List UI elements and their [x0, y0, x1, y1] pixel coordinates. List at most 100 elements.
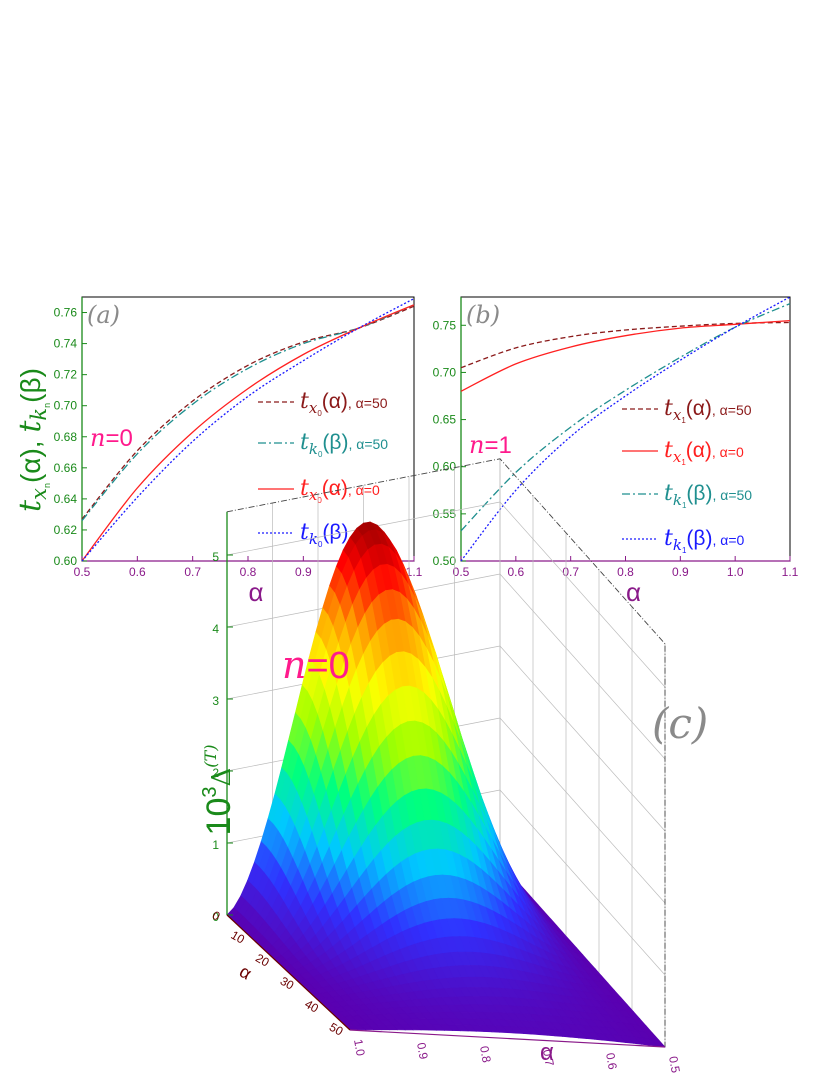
legend-sub-index: 1 — [682, 546, 687, 555]
zlabel-sup: (T) — [201, 745, 220, 768]
depth-axis-line — [226, 914, 351, 1031]
legend-sub-index: 0 — [317, 496, 322, 505]
legend-entry: tx0(α), α=0 — [300, 476, 380, 505]
x-tick-label: 0.5 — [74, 565, 91, 579]
y-tick-label: 0.68 — [54, 430, 78, 444]
box-frame — [226, 458, 666, 1047]
ylabel-t2: t — [13, 420, 48, 433]
n-annotation: n=0 — [90, 424, 133, 452]
x3d-tick-label: 0.9 — [414, 1041, 431, 1060]
ylabel-sub1: n — [42, 483, 52, 488]
legend-sub-symbol: x — [309, 399, 318, 417]
legend-extra: , α=0 — [712, 444, 744, 460]
panel-label: (c) — [652, 699, 708, 748]
x-axis-label: α — [626, 577, 641, 607]
panel-b: 0.5 0.6 0.7 0.8 0.9 1.0 1.1 0.50 0.55 0.60 0.65 0.7… — [433, 296, 799, 607]
x3d-tick-label: 0.8 — [477, 1045, 494, 1064]
legend-sub-index: 1 — [682, 501, 687, 510]
panel-label: (a) — [87, 301, 120, 329]
ylabel-s2: k — [27, 408, 51, 421]
legend-t: t — [300, 389, 309, 414]
y-tick-label: 0.66 — [54, 461, 78, 475]
legend-entry: tk0(β), α=50 — [300, 430, 388, 459]
legend-arg: (β) — [686, 482, 712, 505]
legend-entry: tx0(α), α=50 — [300, 389, 388, 418]
x-tick-label: 0.9 — [672, 565, 689, 579]
n-symbol: n — [469, 431, 484, 459]
x-tick-label: 1.1 — [406, 565, 423, 579]
x-tick-label: 0.6 — [507, 565, 524, 579]
x3d-tick-label: 0.6 — [603, 1052, 620, 1071]
y-tick-label: 0.72 — [54, 368, 78, 382]
legend-arg: (α) — [686, 397, 712, 420]
depth-tick-label: 10 — [229, 928, 248, 947]
x-tick-label: 1.0 — [727, 565, 744, 579]
depth-tick-label: 20 — [253, 951, 272, 970]
ylabel-sub2: n — [42, 403, 52, 408]
wall-grid-line — [499, 717, 666, 904]
x-tick-label: 0.7 — [562, 565, 579, 579]
y-tick-label: 0.76 — [54, 306, 78, 320]
legend-sub-index: 0 — [318, 540, 323, 549]
legend-entry: tk1(β), α=0 — [664, 526, 745, 555]
depth-tick-label: 50 — [327, 1020, 346, 1039]
x3d-tick-label: 0.7 — [540, 1048, 557, 1067]
x-axis-label: α — [248, 577, 263, 607]
x3d-axis-line — [349, 1029, 666, 1048]
zlabel-base: 10 — [200, 798, 238, 836]
depth-axis-label: α — [236, 961, 255, 984]
legend-sub-symbol: k — [673, 536, 682, 554]
legend-arg: (β) — [322, 431, 348, 454]
z-axis-label: 103Δ(T) — [199, 745, 238, 836]
x-tick-label: 0.5 — [453, 565, 470, 579]
x-tick-label: 0.8 — [240, 565, 257, 579]
legend-extra: , α=0 — [348, 482, 380, 498]
legend-t: t — [300, 520, 309, 545]
y-tick-label: 0.75 — [433, 318, 457, 332]
legend-t: t — [664, 438, 673, 463]
depth-tick-label: 40 — [302, 997, 321, 1016]
wall-grid-line — [499, 645, 666, 832]
legend-t: t — [664, 526, 673, 551]
x-tick-label: 0.7 — [184, 565, 201, 579]
legend-sub-index: 0 — [317, 409, 322, 418]
y-tick-label: 0.74 — [54, 337, 78, 351]
wall-grid-line — [499, 789, 666, 976]
x3d-axis-label: α — [540, 1039, 554, 1066]
legend-t: t — [300, 476, 309, 501]
legend-extra: , α=0 — [712, 532, 744, 548]
legend-entry: tk1(β), α=50 — [664, 481, 752, 510]
n-symbol: n — [282, 643, 306, 687]
ylabel-s1: x — [27, 488, 51, 500]
legend-extra: , α=50 — [348, 395, 388, 411]
legend-sub-symbol: k — [673, 491, 682, 509]
legend-t: t — [300, 430, 309, 455]
x-tick-label: 0.8 — [617, 565, 634, 579]
ylabel-p2: (β) — [15, 368, 46, 403]
legend-entry: tx1(α), α=0 — [664, 438, 744, 467]
legend-arg: (α) — [322, 477, 348, 500]
panel-a: 0.50.60.70.80.91.01.10.600.620.640.660.6… — [54, 296, 423, 607]
legend-sub-index: 1 — [681, 416, 686, 425]
ylabel-p1: (α), — [15, 433, 46, 483]
z-tick-label: 4 — [212, 622, 219, 636]
legend-entry: tx1(α), α=50 — [664, 396, 752, 425]
n-value: =1 — [484, 432, 511, 459]
series-line — [460, 296, 791, 562]
legend-sub-symbol: x — [309, 486, 318, 504]
legend-arg: (α) — [686, 439, 712, 462]
legend-sub-index: 0 — [318, 450, 323, 459]
surface — [226, 521, 666, 1048]
zlabel-sym: Δ — [207, 768, 237, 787]
x3d-tick-label: 1.0 — [351, 1038, 368, 1057]
zlabel-exp: 3 — [199, 786, 221, 797]
y-tick-label: 0.60 — [54, 554, 78, 568]
x3d-tick-label: 0.5 — [666, 1055, 683, 1074]
y-tick-label: 0.60 — [433, 460, 457, 474]
legend-sub-symbol: k — [309, 440, 318, 458]
y-tick-label: 0.62 — [54, 523, 78, 537]
legend-arg: (α) — [322, 390, 348, 413]
z-tick-label: 5 — [212, 550, 219, 564]
ylabel-t1: t — [13, 499, 48, 512]
